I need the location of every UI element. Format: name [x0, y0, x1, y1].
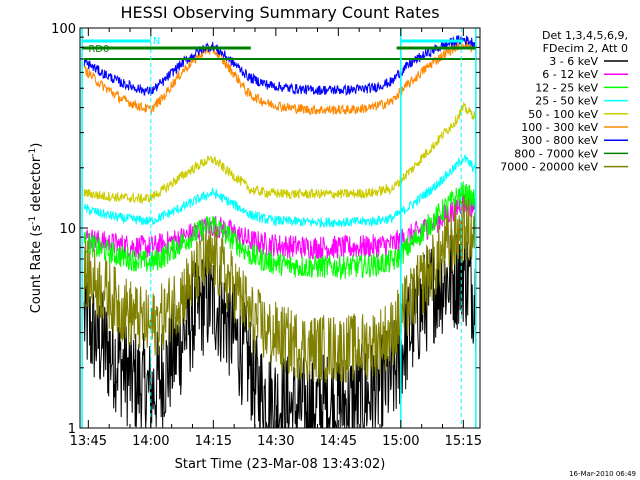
- series-line-50-100-kev: [83, 101, 477, 205]
- legend-label-800-7000-kev: 800 - 7000 keV: [514, 147, 598, 160]
- legend-label-100-300-kev: 100 - 300 keV: [521, 121, 598, 134]
- x-tick-label: 14:15: [195, 434, 232, 449]
- rd-flag-label: RD0: [88, 44, 109, 55]
- date-stamp: 16-Mar-2010 06:49: [569, 470, 636, 478]
- series-line-12-25-kev: [83, 181, 477, 281]
- chart-title: HESSI Observing Summary Count Rates: [120, 3, 439, 22]
- series-line-100-300-kev: [83, 39, 477, 116]
- y-tick-label: 10: [59, 222, 76, 237]
- legend-header-line: FDecim 2, Att 0: [543, 42, 628, 55]
- series-line-25-50-kev: [83, 153, 477, 229]
- legend-label-7000-20000-kev: 7000 - 20000 keV: [500, 161, 598, 174]
- x-tick-label: 15:00: [382, 434, 419, 449]
- y-axis-label-exponent-2: -1: [28, 148, 38, 157]
- series-line-300-800-kev: [83, 35, 477, 97]
- legend-label-50-100-kev: 50 - 100 keV: [528, 108, 598, 121]
- x-tick-label: 13:45: [70, 434, 107, 449]
- legend-label-300-800-kev: 300 - 800 keV: [521, 134, 598, 147]
- legend-label-3-6-kev: 3 - 6 keV: [549, 55, 598, 68]
- y-tick-label: 1: [68, 422, 76, 437]
- y-tick-label: 100: [51, 22, 76, 37]
- y-axis-label: Count Rate (s-1 detector-1): [28, 143, 44, 314]
- y-axis-label-exponent: -1: [28, 216, 38, 225]
- series-line-3-6-kev: [83, 228, 477, 428]
- x-tick-label: 14:30: [257, 434, 294, 449]
- y-axis-label-main: Count Rate (s: [29, 225, 44, 314]
- y-axis-label-middle: detector: [29, 156, 44, 216]
- series-line-7000-20000-kev: [83, 194, 477, 383]
- x-tick-label: 15:15: [445, 434, 482, 449]
- y-axis-ticks: 1 10 100: [51, 22, 480, 437]
- y-axis-label-end: ): [29, 143, 44, 148]
- n-flag-label: N: [153, 36, 160, 47]
- x-axis-ticks: 13:45 14:00 14:15 14:30 14:45 15:00 15:15: [70, 28, 482, 449]
- x-tick-label: 14:45: [320, 434, 357, 449]
- legend-header-line: Det 1,3,4,5,6,9,: [542, 29, 628, 42]
- legend-label-12-25-kev: 12 - 25 keV: [535, 81, 598, 94]
- legend-label-6-12-kev: 6 - 12 keV: [542, 68, 598, 81]
- series-layer: [83, 35, 477, 428]
- plot-area: RD0 N 1 10 100 13:45 14:00 14:15 14:30 14:45 15:…: [51, 22, 482, 449]
- legend-label-25-50-kev: 25 - 50 keV: [535, 95, 598, 108]
- x-axis-label: Start Time (23-Mar-08 13:43:02): [175, 457, 386, 472]
- legend: Det 1,3,4,5,6,9,FDecim 2, Att 03 - 6 keV…: [500, 29, 628, 174]
- x-tick-label: 14:00: [132, 434, 169, 449]
